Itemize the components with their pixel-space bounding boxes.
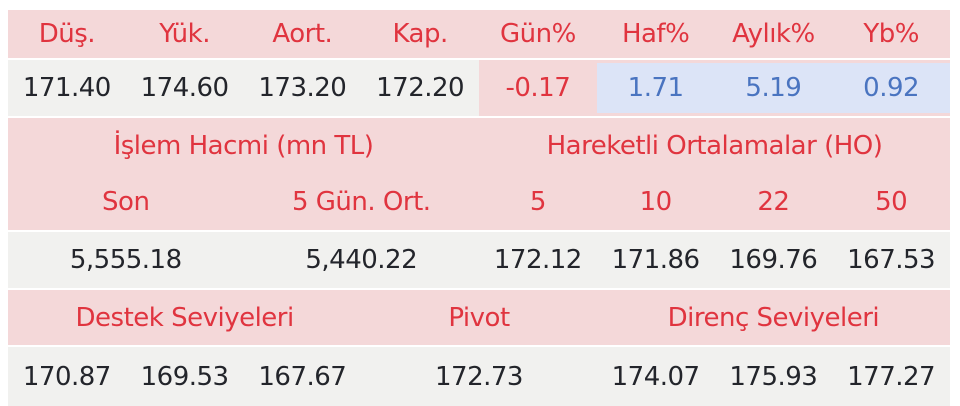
row-separator xyxy=(8,345,950,347)
value-ma5: 172.12 xyxy=(493,245,582,275)
volume-ma-value-row: 5,555.18 5,440.22 172.12 171.86 169.76 1… xyxy=(8,232,950,288)
support-values: 170.87 169.53 167.67 xyxy=(8,347,361,406)
value-last-volume: 5,555.18 xyxy=(69,245,182,275)
pivot-value-row: 170.87 169.53 167.67 172.73 174.07 175.9… xyxy=(8,347,950,406)
value-day-pct: -0.17 xyxy=(505,73,571,103)
volume-ma-section: İşlem Hacmi (mn TL) Hareketli Ortalamala… xyxy=(8,118,950,230)
volume-section-title: İşlem Hacmi (mn TL) xyxy=(113,131,374,161)
resistance-values: 174.07 175.93 177.27 xyxy=(597,347,950,406)
value-support-2: 169.53 xyxy=(140,361,229,392)
value-ma10: 171.86 xyxy=(611,245,700,275)
header-day-pct: Gün% xyxy=(499,19,576,49)
value-ma50: 167.53 xyxy=(847,245,936,275)
value-pivot: 172.73 xyxy=(435,361,523,392)
header-ytd-pct: Yb% xyxy=(863,19,919,49)
header-ma10: 10 xyxy=(639,187,673,217)
row-separator xyxy=(8,230,950,232)
value-resistance-1: 174.07 xyxy=(611,361,700,392)
header-high: Yük. xyxy=(159,19,210,49)
row-separator xyxy=(8,116,950,118)
row-separator xyxy=(8,58,950,60)
support-title: Destek Seviyeleri xyxy=(75,302,295,333)
value-avg: 173.20 xyxy=(243,60,362,116)
header-last-volume: Son xyxy=(102,187,150,217)
section-title-row: İşlem Hacmi (mn TL) Hareketli Ortalamala… xyxy=(8,118,950,174)
header-ma50: 50 xyxy=(875,187,908,217)
value-close: 172.20 xyxy=(361,60,479,116)
header-avg: Aort. xyxy=(272,19,333,49)
value-month-pct: 5.19 xyxy=(714,63,833,113)
ma-section-title: Hareketli Ortalamalar (HO) xyxy=(546,131,883,161)
price-header-row: Düş. Yük. Aort. Kap. Gün% Haf% Aylık% Yb… xyxy=(8,10,950,58)
value-ytd-pct: 0.92 xyxy=(832,63,950,113)
value-support-1: 170.87 xyxy=(22,361,111,392)
value-resistance-2: 175.93 xyxy=(729,361,818,392)
header-ma22: 22 xyxy=(757,187,790,217)
header-close: Kap. xyxy=(392,19,448,49)
header-week-pct: Haf% xyxy=(621,19,690,49)
header-low: Düş. xyxy=(38,19,96,49)
value-week-pct: 1.71 xyxy=(596,63,715,113)
pivot-title-row: Destek Seviyeleri Pivot Direnç Seviyeler… xyxy=(8,290,950,345)
header-5day-avg: 5 Gün. Ort. xyxy=(291,187,431,217)
value-5day-avg: 5,440.22 xyxy=(305,245,418,275)
value-resistance-3: 177.27 xyxy=(847,361,936,392)
value-support-3: 167.67 xyxy=(258,361,347,392)
value-high: 174.60 xyxy=(125,60,244,116)
header-ma5: 5 xyxy=(529,187,547,217)
sub-header-row: Son 5 Gün. Ort. 5 10 22 50 xyxy=(8,174,950,230)
resistance-title: Direnç Seviyeleri xyxy=(667,302,880,333)
value-ma22: 169.76 xyxy=(729,245,818,275)
price-value-row: 171.40 174.60 173.20 172.20 -0.17 1.71 5… xyxy=(8,60,950,116)
row-separator xyxy=(8,288,950,290)
pivot-title: Pivot xyxy=(448,302,510,333)
header-month-pct: Aylık% xyxy=(732,19,815,49)
value-low: 171.40 xyxy=(8,60,126,116)
